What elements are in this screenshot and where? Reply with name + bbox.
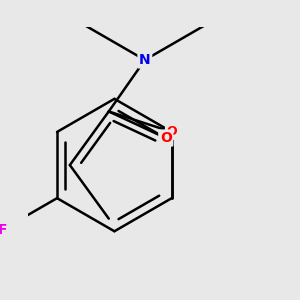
Text: N: N (139, 53, 151, 67)
Text: O: O (160, 131, 172, 145)
Text: F: F (0, 223, 7, 237)
Text: O: O (167, 125, 177, 138)
